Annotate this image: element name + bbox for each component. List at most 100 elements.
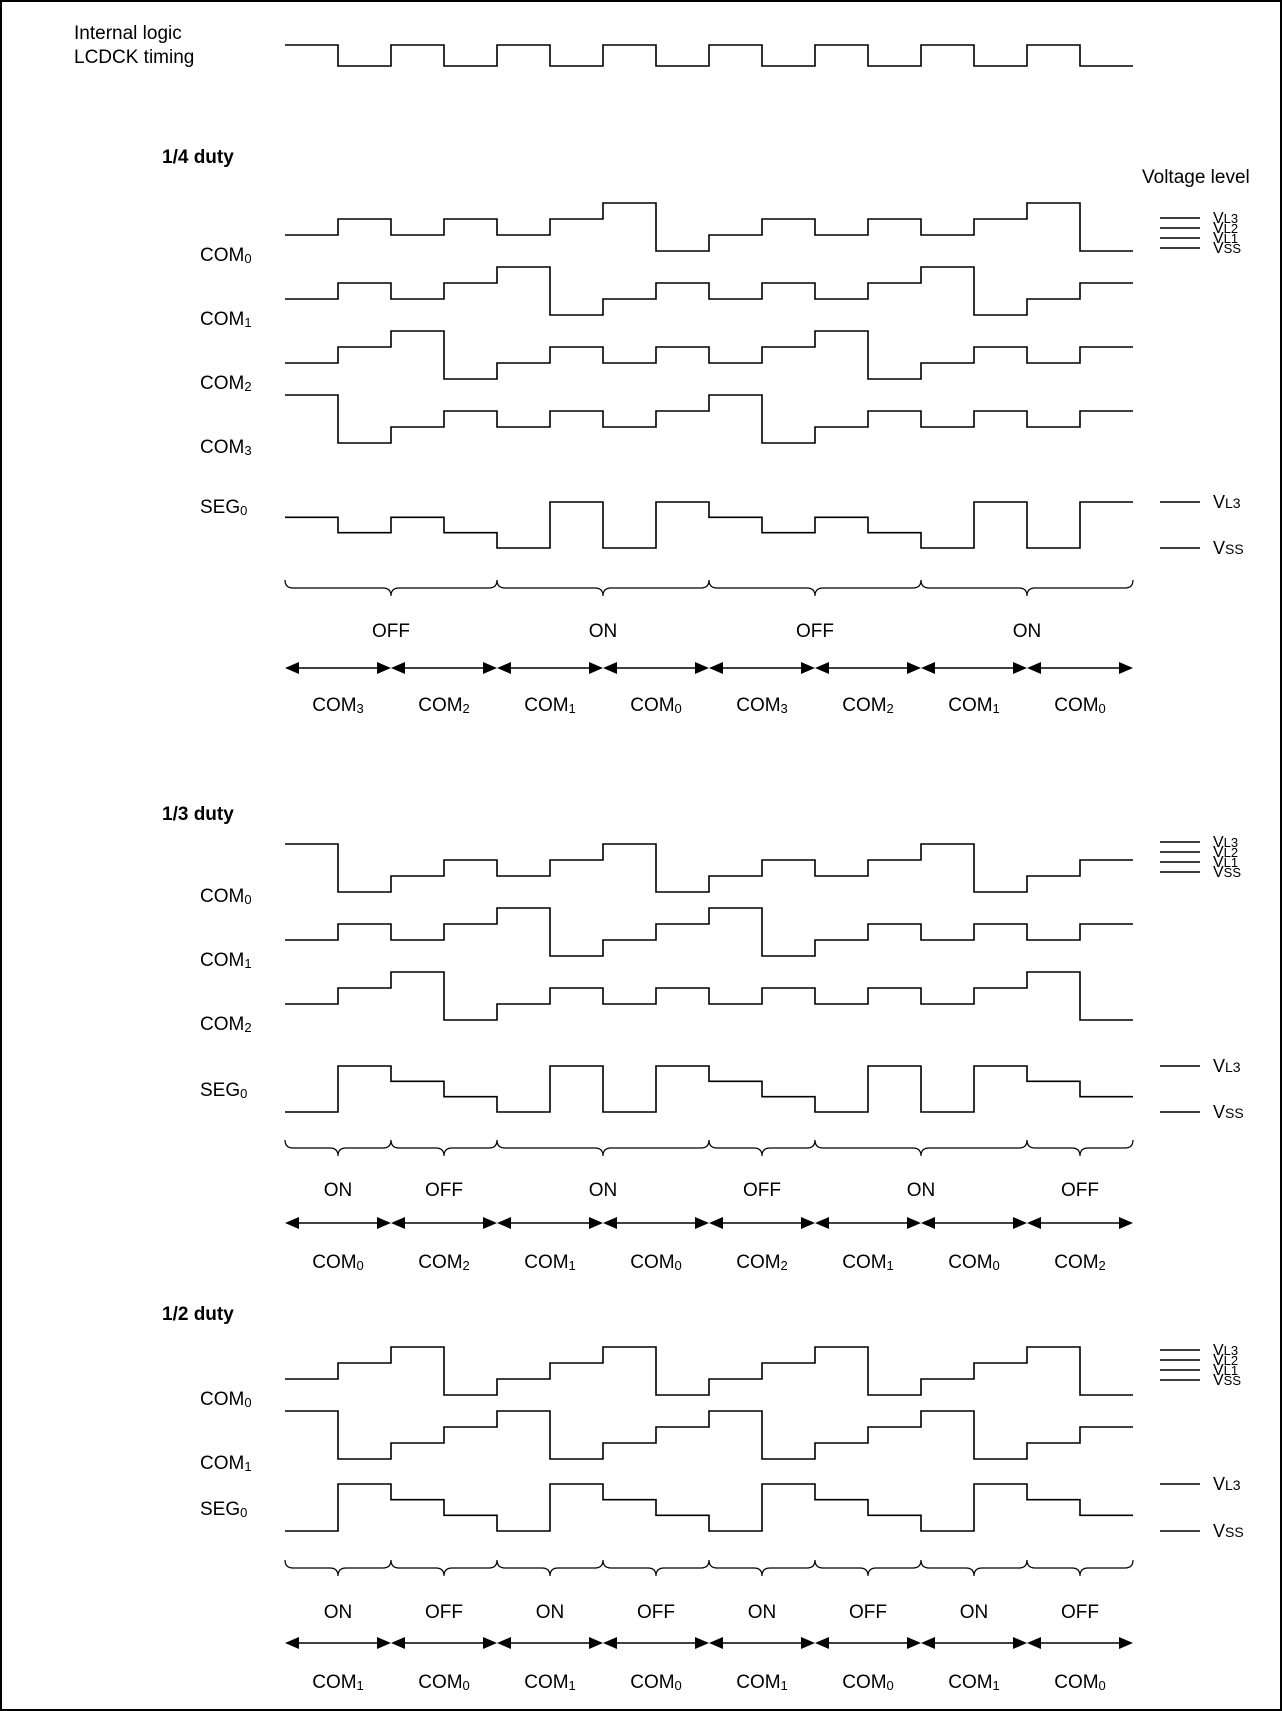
half-frame-label-0-subscript: 1 <box>357 1678 364 1693</box>
quarter-frame-label-0: COM3 <box>312 695 364 716</box>
third-com2-label: COM2 <box>200 1014 252 1035</box>
half-frame-arrow-5-head-left <box>815 1637 829 1649</box>
half-seg0-label: SEG0 <box>200 1499 247 1520</box>
third-frame-arrow-6 <box>921 1217 1027 1229</box>
quarter-frame-label-7-subscript: 0 <box>1099 701 1106 716</box>
quarter-com-level-l3-label: VL3 <box>1213 210 1238 227</box>
third-frame-arrow-1-head-left <box>391 1217 405 1229</box>
half-brace-label-3: OFF <box>637 1602 675 1623</box>
quarter-frame-label-3-text: COM <box>630 695 674 716</box>
half-frame-arrow-7-head-right <box>1119 1637 1133 1649</box>
quarter-brace-2 <box>708 579 922 597</box>
quarter-frame-arrow-5-head-left <box>815 662 829 674</box>
third-frame-label-5-subscript: 1 <box>887 1258 894 1273</box>
quarter-com2-label-text: COM <box>200 373 244 394</box>
third-seg0-label-text: SEG <box>200 1080 240 1101</box>
half-frame-arrow-0-head-right <box>377 1637 391 1649</box>
third-frame-arrow-1 <box>391 1217 497 1229</box>
third-frame-label-3: COM0 <box>630 1252 682 1273</box>
half-brace-6 <box>920 1559 1028 1577</box>
quarter-frame-arrow-7-head-left <box>1027 662 1041 674</box>
third-frame-label-6: COM0 <box>948 1252 1000 1273</box>
half-frame-label-0-text: COM <box>312 1672 356 1693</box>
third-com0-label: COM0 <box>200 886 252 907</box>
quarter-brace-label-0: OFF <box>372 621 410 642</box>
quarter-seg0-label: SEG0 <box>200 497 247 518</box>
third-frame-arrow-4-head-left <box>709 1217 723 1229</box>
half-com1-label-subscript: 1 <box>244 1459 251 1474</box>
clock-label-line1: Internal logic <box>74 23 182 44</box>
third-frame-label-4: COM2 <box>736 1252 788 1273</box>
half-com-level-l3-label: VL3 <box>1213 1342 1238 1359</box>
voltage-level-heading: Voltage level <box>1142 167 1250 188</box>
quarter-frame-arrow-5-head-right <box>907 662 921 674</box>
third-frame-label-4-text: COM <box>736 1252 780 1273</box>
quarter-frame-arrow-4-head-right <box>801 662 815 674</box>
third-frame-arrow-0-head-right <box>377 1217 391 1229</box>
half-com1-wave <box>285 1410 1133 1460</box>
half-frame-arrow-6-head-right <box>1013 1637 1027 1649</box>
quarter-seg0-wave <box>285 501 1133 549</box>
half-frame-label-1-subscript: 0 <box>463 1678 470 1693</box>
third-brace-label-1: OFF <box>425 1180 463 1201</box>
quarter-frame-arrow-1-head-right <box>483 662 497 674</box>
half-frame-arrow-6 <box>921 1637 1027 1649</box>
quarter-brace-0 <box>284 579 498 597</box>
half-duty-title: 1/2 duty <box>162 1304 234 1325</box>
quarter-frame-label-2-subscript: 1 <box>569 701 576 716</box>
half-frame-arrow-4-head-right <box>801 1637 815 1649</box>
half-brace-label-6: ON <box>960 1602 989 1623</box>
third-brace-3 <box>708 1139 816 1157</box>
third-frame-label-2-subscript: 1 <box>569 1258 576 1273</box>
third-brace-2 <box>496 1139 710 1157</box>
half-com0-wave <box>285 1346 1133 1396</box>
quarter-frame-label-0-subscript: 3 <box>357 701 364 716</box>
quarter-com0-label: COM0 <box>200 245 252 266</box>
half-frame-arrow-4-head-left <box>709 1637 723 1649</box>
third-com1-label: COM1 <box>200 950 252 971</box>
half-brace-label-0: ON <box>324 1602 353 1623</box>
third-brace-label-0: ON <box>324 1180 353 1201</box>
half-brace-label-4: ON <box>748 1602 777 1623</box>
quarter-frame-label-1: COM2 <box>418 695 470 716</box>
quarter-frame-label-4-subscript: 3 <box>781 701 788 716</box>
third-brace-label-3: OFF <box>743 1180 781 1201</box>
third-com-level-l3-label: VL3 <box>1213 834 1238 851</box>
quarter-frame-arrow-1-head-left <box>391 662 405 674</box>
quarter-frame-arrow-2-head-left <box>497 662 511 674</box>
quarter-frame-label-5-text: COM <box>842 695 886 716</box>
quarter-frame-label-7: COM0 <box>1054 695 1106 716</box>
third-com0-label-text: COM <box>200 886 244 907</box>
half-frame-arrow-5-head-right <box>907 1637 921 1649</box>
half-seg0-label-text: SEG <box>200 1499 240 1520</box>
third-frame-arrow-3-head-right <box>695 1217 709 1229</box>
third-frame-label-5-text: COM <box>842 1252 886 1273</box>
half-frame-arrow-5 <box>815 1637 921 1649</box>
quarter-frame-label-7-text: COM <box>1054 695 1098 716</box>
third-frame-label-3-subscript: 0 <box>675 1258 682 1273</box>
third-brace-1 <box>390 1139 498 1157</box>
third-frame-arrow-4 <box>709 1217 815 1229</box>
half-frame-arrow-1-head-right <box>483 1637 497 1649</box>
half-seg0-label-subscript: 0 <box>240 1505 247 1520</box>
half-frame-arrow-1-head-left <box>391 1637 405 1649</box>
half-seg-level-ss-label: VSS <box>1213 1521 1244 1541</box>
quarter-seg0-label-text: SEG <box>200 497 240 518</box>
quarter-brace-label-3: ON <box>1013 621 1042 642</box>
third-frame-arrow-2-head-left <box>497 1217 511 1229</box>
quarter-com0-label-text: COM <box>200 245 244 266</box>
third-frame-arrow-3 <box>603 1217 709 1229</box>
half-frame-label-5: COM0 <box>842 1672 894 1693</box>
quarter-frame-arrow-7 <box>1027 662 1133 674</box>
quarter-com2-wave <box>285 330 1133 380</box>
quarter-com3-label-text: COM <box>200 437 244 458</box>
half-frame-arrow-4 <box>709 1637 815 1649</box>
third-frame-arrow-5-head-right <box>907 1217 921 1229</box>
half-frame-arrow-6-head-left <box>921 1637 935 1649</box>
half-frame-label-4-subscript: 1 <box>781 1678 788 1693</box>
quarter-frame-label-6-subscript: 1 <box>993 701 1000 716</box>
half-com0-label: COM0 <box>200 1389 252 1410</box>
half-com0-label-text: COM <box>200 1389 244 1410</box>
